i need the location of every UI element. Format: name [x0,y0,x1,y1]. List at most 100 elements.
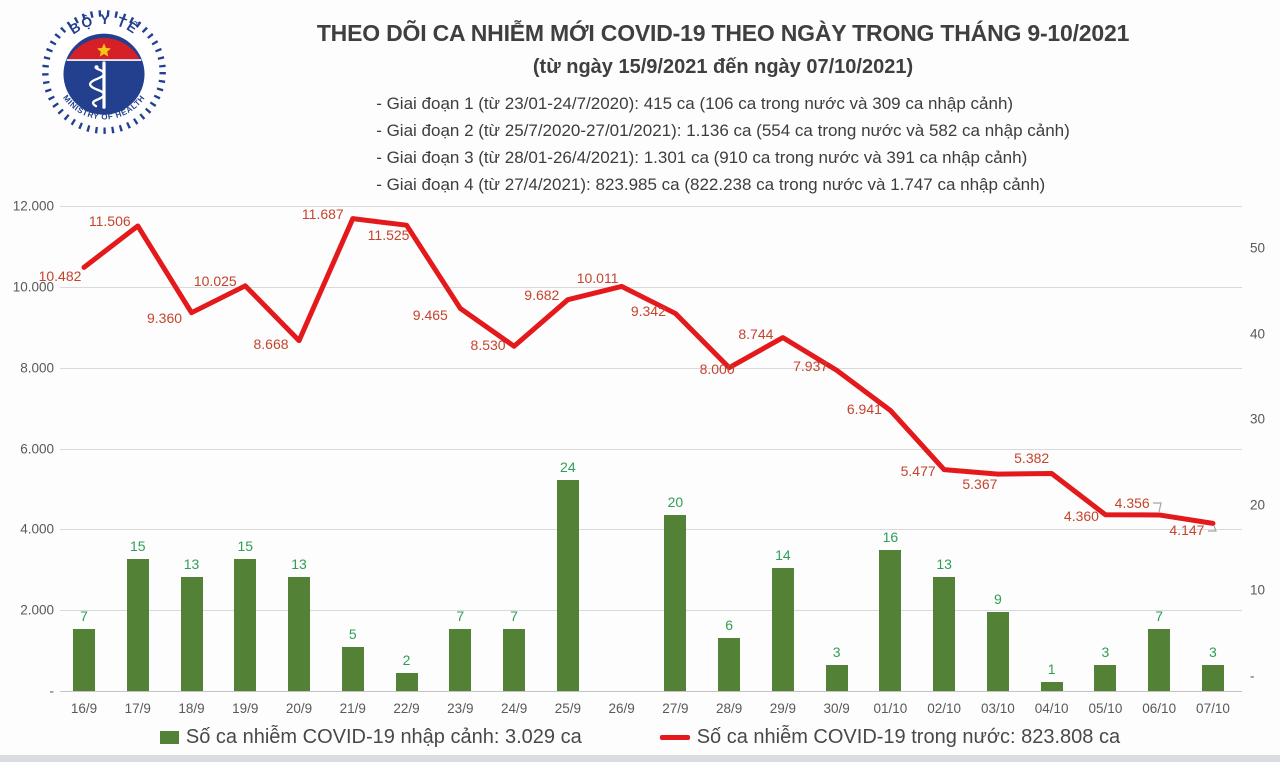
domestic-cases-legend-label: Số ca nhiễm COVID-19 trong nước: 823.808… [696,726,1121,748]
line-value-label: 7.937 [793,358,829,375]
imported-cases-bar [1148,629,1171,691]
left-axis-tick: 2.000 [20,602,54,618]
x-axis-date-label: 07/10 [1196,701,1230,716]
grid-line [60,367,1242,369]
imported-cases-bar [986,611,1009,691]
x-axis-date-label: 22/9 [393,701,420,716]
x-axis-date-label: 27/9 [662,701,689,716]
bar-value-label: 7 [80,608,88,625]
bar-value-label: 2 [402,652,411,669]
phase-note-4: - Giai đoạn 4 (từ 27/4/2021): 823.985 ca… [376,175,1046,194]
x-axis-date-label: 24/9 [500,701,528,716]
line-value-label: 5.477 [900,462,936,479]
grid-line [60,529,1242,531]
bottom-strip [0,755,1280,762]
imported-cases-bar [556,479,579,691]
line-value-label: 4.356 [1114,494,1150,511]
imported-cases-bar [73,629,95,691]
bar-value-label: 13 [291,555,307,572]
domestic-cases-line-icon [659,735,690,740]
line-value-label: 9.682 [524,286,560,303]
bar-value-label: 7 [456,608,465,625]
bar-value-label: 14 [775,546,791,563]
x-axis-date-label: 28/9 [715,701,743,716]
bar-value-label: 13 [183,555,200,572]
left-axis-tick: 10.000 [12,279,54,295]
grid-line [60,286,1242,288]
line-value-label: 8.744 [738,325,774,342]
bar-value-label: 5 [348,626,357,642]
bar-value-label: 3 [1209,643,1217,660]
bar-value-label: 15 [237,538,254,554]
right-axis-tick: 50 [1250,240,1266,256]
imported-cases-legend-label: Số ca nhiễm COVID-19 nhập cảnh: 3.029 ca [185,726,582,748]
bar-value-label: 20 [667,494,684,510]
x-axis-date-label: 01/10 [873,701,908,716]
imported-cases-bar [718,638,741,691]
imported-cases-bar [1094,664,1117,691]
line-value-label: 10.025 [193,272,237,289]
x-axis-date-label: 18/9 [178,701,205,716]
imported-cases-bar [234,559,257,691]
bar-value-label: 3 [832,643,841,660]
x-axis-date-label: 02/10 [927,701,962,716]
x-axis-date-label: 03/10 [981,701,1015,716]
x-axis-date-label: 05/10 [1088,701,1123,716]
phase-notes: - Giai đoạn 1 (từ 23/01-24/7/2020): 415 … [376,90,1070,198]
ministry-of-health-logo: BỘ Y TẾ MINISTRY OF HEALTH [42,10,166,134]
line-value-label: 5.367 [962,476,998,493]
grid-line [60,206,1242,207]
bar-value-label: 6 [725,617,734,634]
left-axis-tick: 6.000 [20,441,54,456]
logo-star-icon [97,43,111,57]
imported-cases-bar [1201,664,1224,691]
line-value-label: 9.342 [630,303,666,320]
imported-cases-bar [395,673,418,691]
right-axis-tick: 20 [1250,497,1266,513]
line-value-label: 4.147 [1169,522,1205,539]
imported-cases-bar [771,567,794,691]
grid-line [60,691,1242,692]
line-value-label: 5.382 [1014,450,1050,467]
right-axis-tick: 40 [1250,326,1266,342]
imported-cases-swatch-icon [159,731,179,744]
phase-note-3: - Giai đoạn 3 (từ 28/01-26/4/2021): 1.30… [376,148,1028,167]
bar-value-label: 3 [1101,643,1110,660]
imported-cases-bar [288,576,311,691]
left-axis-tick: 12.000 [12,198,54,214]
legend-item-imported: Số ca nhiễm COVID-19 nhập cảnh: 3.029 ca [159,726,582,749]
imported-cases-bar [933,576,956,691]
line-value-label: 10.482 [38,268,82,285]
imported-cases-bar [664,515,687,691]
x-axis-date-label: 19/9 [232,701,259,716]
line-value-label: 6.941 [846,401,882,418]
imported-cases-bar [180,576,203,691]
x-axis-date-label: 20/9 [285,701,313,716]
imported-cases-bar [825,664,848,691]
bar-value-label: 9 [994,590,1002,607]
x-axis-date-label: 04/10 [1034,701,1069,716]
line-value-label: 9.465 [412,307,448,324]
right-axis-tick: - [1250,668,1255,684]
label-leader-line [1208,525,1217,532]
imported-cases-bar [503,629,526,691]
bar-value-label: 7 [1155,608,1164,625]
right-axis-tick: 30 [1250,411,1266,427]
chart-legend: Số ca nhiễm COVID-19 nhập cảnh: 3.029 ca… [0,726,1280,749]
grid-line [60,448,1242,450]
line-value-label: 9.360 [146,309,183,326]
bar-value-label: 13 [936,555,952,572]
line-value-label: 11.506 [88,212,131,229]
bar-value-label: 1 [1047,661,1056,678]
right-axis-tick: 10 [1250,582,1266,598]
line-value-label: 4.360 [1063,507,1099,524]
chart-header: THEO DÕI CA NHIỄM MỚI COVID-19 THEO NGÀY… [170,0,1276,198]
label-leader-line [1153,502,1162,513]
line-value-label: 8.668 [253,335,289,352]
page-title: THEO DÕI CA NHIỄM MỚI COVID-19 THEO NGÀY… [316,20,1130,46]
bar-value-label: 24 [560,458,576,475]
x-axis-date-label: 23/9 [447,701,474,716]
